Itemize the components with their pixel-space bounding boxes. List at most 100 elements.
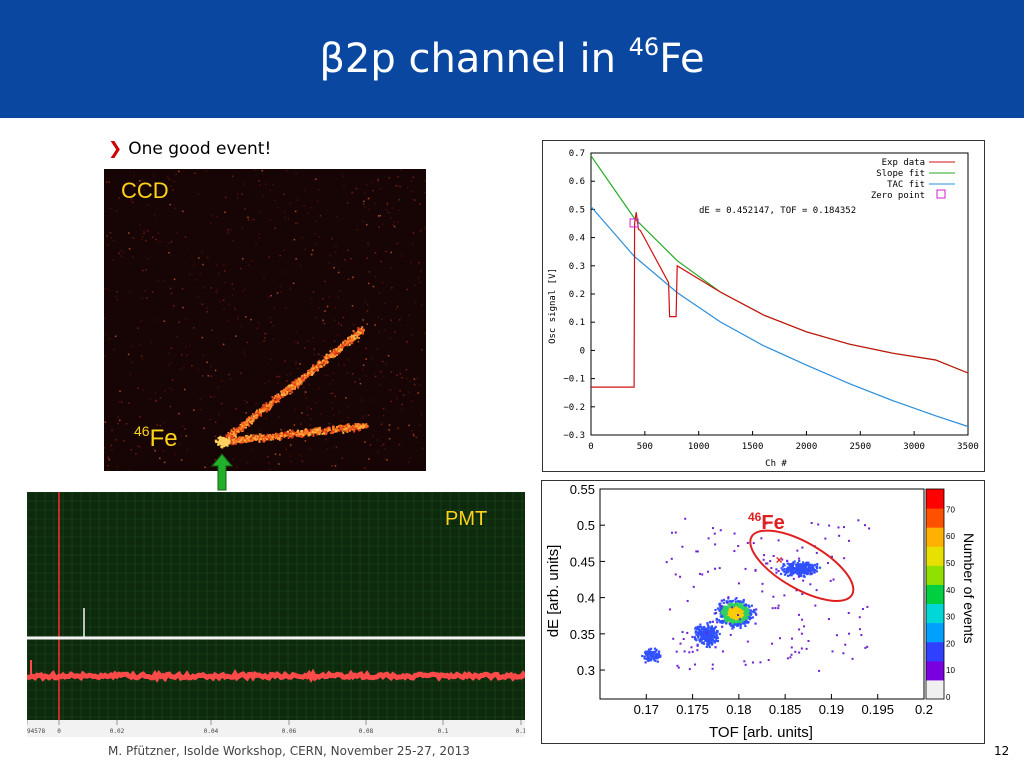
heatmap-cell	[711, 627, 715, 631]
ccd-track-pixel	[269, 435, 272, 438]
colorbar-segment	[926, 603, 944, 624]
ccd-noise-pixel	[191, 255, 193, 257]
ccd-track-pixel	[359, 327, 362, 330]
up-arrow-icon	[211, 453, 233, 491]
ccd-noise-pixel	[127, 353, 130, 356]
ccd-track-pixel	[266, 437, 269, 440]
ccd-track-pixel	[355, 424, 358, 427]
heatmap-cell	[716, 629, 719, 633]
ccd-noise-pixel	[366, 198, 368, 200]
ccd-noise-pixel	[217, 386, 220, 389]
heatmap-cell	[811, 564, 815, 567]
heatmap-stray-event	[797, 613, 800, 616]
colorbar-tick-label: 30	[946, 613, 955, 622]
ccd-track-pixel	[288, 435, 291, 438]
ccd-noise-pixel	[364, 301, 366, 303]
heatmap-cell	[804, 569, 807, 572]
heatmap-cell	[810, 563, 813, 566]
heatmap-cell	[737, 614, 741, 617]
heatmap-cell	[786, 566, 790, 569]
ccd-track-pixel	[299, 433, 302, 436]
heatmap-stray-event	[679, 575, 682, 578]
ccd-track-pixel	[323, 357, 326, 360]
heatmap-stray-event	[746, 640, 749, 643]
ccd-noise-pixel	[414, 199, 416, 201]
ccd-noise-pixel	[151, 291, 154, 293]
heatmap-cell	[805, 569, 808, 572]
heatmap-stray-event	[691, 650, 694, 653]
ccd-track-pixel	[261, 408, 264, 411]
ccd-noise-pixel	[286, 374, 288, 376]
ccd-track-pixel	[228, 436, 231, 439]
heatmap-cell	[724, 620, 728, 623]
ccd-track-pixel	[279, 434, 282, 437]
ccd-noise-pixel	[336, 334, 339, 336]
ccd-track-pixel	[230, 429, 233, 432]
ccd-track-pixel	[252, 439, 255, 442]
ccd-noise-pixel	[303, 393, 305, 395]
ccd-track-pixel	[275, 435, 278, 438]
ccd-noise-pixel	[255, 242, 257, 245]
heatmap-cell	[800, 572, 803, 575]
ccd-track-pixel	[255, 417, 258, 420]
ccd-track-pixel	[242, 440, 245, 443]
heatmap-cell	[699, 633, 702, 637]
heatmap-stray-event	[684, 517, 687, 520]
heatmap-stray-event	[681, 545, 684, 548]
heatmap-cell	[799, 564, 802, 567]
ccd-noise-pixel	[268, 380, 270, 383]
heatmap-cell	[802, 567, 805, 570]
ccd-noise-pixel	[201, 303, 204, 306]
ccd-track-pixel	[274, 401, 277, 404]
ccd-track-pixel	[307, 430, 310, 433]
footer-text: M. Pfützner, Isolde Workshop, CERN, Nove…	[108, 744, 470, 758]
ccd-noise-pixel	[143, 189, 145, 191]
ccd-noise-pixel	[405, 369, 408, 371]
ccd-noise-pixel	[279, 254, 281, 257]
ccd-track-pixel	[334, 355, 337, 358]
osc-x-tick-label: 3000	[903, 442, 925, 452]
osc-legend-exp: Exp data	[882, 158, 925, 168]
ccd-track-pixel	[293, 387, 296, 390]
colorbar-label: Number of events	[961, 533, 977, 644]
heatmap-cell	[744, 624, 747, 628]
heatmap-cell	[815, 570, 818, 573]
ccd-noise-pixel	[419, 281, 421, 284]
ccd-track-pixel	[270, 438, 273, 441]
ccd-noise-pixel	[304, 248, 306, 251]
ccd-track-pixel	[283, 388, 286, 391]
ccd-track-pixel	[235, 438, 238, 441]
ccd-noise-pixel	[326, 374, 329, 377]
heatmap-cell	[710, 625, 714, 628]
ccd-noise-pixel	[128, 248, 131, 250]
ccd-noise-pixel	[244, 208, 246, 210]
ccd-track-pixel	[345, 427, 348, 430]
ccd-track-pixel	[317, 427, 320, 430]
ccd-track-pixel	[312, 430, 315, 433]
heatmap-stray-event	[777, 539, 780, 542]
ccd-noise-pixel	[378, 215, 381, 218]
heatmap-cell	[741, 605, 744, 608]
ccd-noise-pixel	[379, 188, 382, 190]
heatmap-cell	[789, 567, 792, 570]
ccd-track-pixel	[234, 437, 237, 440]
ccd-noise-pixel	[175, 232, 178, 234]
ccd-track-pixel	[267, 438, 270, 441]
ccd-track-pixel	[300, 379, 303, 382]
heatmap-stray-event	[765, 562, 768, 565]
fe46-label: 46Fe	[134, 423, 178, 452]
ccd-noise-pixel	[422, 447, 424, 450]
heatmap-cell	[718, 604, 722, 607]
heatmap-cell	[728, 600, 731, 603]
ccd-track-pixel	[353, 336, 356, 339]
ccd-noise-pixel	[305, 397, 307, 399]
heatmap-cell	[751, 610, 754, 613]
ccd-noise-pixel	[239, 267, 242, 270]
heatmap-cell	[808, 563, 811, 566]
ccd-noise-pixel	[171, 389, 174, 391]
heatmap-cell	[725, 614, 728, 617]
heatmap-cell	[697, 627, 700, 630]
ccd-track-pixel	[297, 381, 300, 384]
heatmap-cell	[728, 609, 731, 612]
heatmap-cell	[719, 606, 722, 610]
